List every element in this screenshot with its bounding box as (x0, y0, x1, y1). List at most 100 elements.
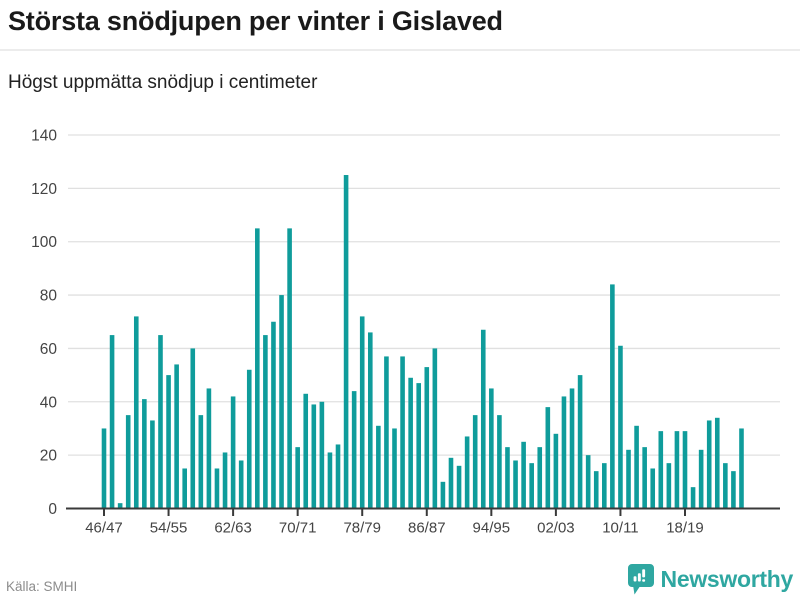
bar (545, 407, 551, 509)
bar (602, 463, 607, 509)
bar (335, 444, 341, 509)
newsworthy-badge-icon (627, 564, 654, 595)
bar (739, 428, 744, 509)
bar (246, 369, 252, 509)
bar (343, 175, 349, 509)
bar (367, 332, 373, 509)
bar (626, 449, 631, 509)
bar (472, 415, 478, 509)
bar (497, 415, 502, 509)
bar (440, 481, 446, 509)
bar (271, 321, 276, 509)
bar (263, 335, 268, 509)
bar (198, 415, 204, 509)
bar (384, 356, 389, 509)
y-axis-label: 40 (40, 394, 58, 411)
x-axis-label: 10/11 (602, 520, 638, 537)
bar (133, 316, 139, 509)
bar (585, 455, 591, 509)
x-axis-label: 86/87 (408, 520, 446, 537)
bar (279, 295, 284, 509)
bar (238, 460, 244, 509)
bar (569, 388, 575, 509)
bar (561, 396, 567, 509)
bar (553, 433, 559, 509)
bar (311, 404, 317, 509)
y-axis-label: 120 (31, 181, 57, 198)
bar (642, 447, 647, 509)
bar (230, 396, 236, 509)
bar (150, 420, 155, 509)
x-axis-label: 94/95 (473, 520, 511, 537)
y-axis-label: 140 (31, 128, 57, 145)
bar (327, 452, 333, 509)
bar (698, 449, 704, 509)
bar (529, 463, 534, 509)
x-axis-label: 54/55 (150, 520, 188, 537)
bar (359, 316, 365, 509)
bar (214, 468, 220, 509)
newsworthy-logo: Newsworthy (627, 564, 794, 595)
bar (351, 391, 357, 509)
bar (618, 345, 623, 509)
bar (464, 436, 470, 509)
x-axis-label: 02/03 (537, 520, 575, 537)
bar (723, 463, 728, 509)
page-title: Största snödjupen per vinter i Gislaved (8, 6, 503, 36)
bar (714, 417, 720, 509)
bar (255, 228, 260, 509)
bar (674, 431, 680, 509)
bar (416, 383, 422, 509)
source-credit: Källa: SMHI (6, 579, 78, 594)
bar (182, 468, 187, 509)
bar (690, 487, 696, 509)
title-divider (0, 49, 800, 51)
y-axis-label: 20 (40, 448, 58, 465)
bar (505, 447, 510, 509)
bar (432, 348, 438, 509)
bar (706, 420, 712, 509)
y-axis-label: 0 (48, 501, 57, 518)
bar (537, 447, 543, 509)
x-axis-label: 70/71 (279, 520, 317, 537)
bar (376, 425, 381, 509)
y-axis-label: 100 (31, 234, 57, 251)
bar (166, 375, 171, 509)
x-axis-label: 18/19 (666, 520, 704, 537)
bar (650, 468, 656, 509)
y-axis-label: 80 (40, 288, 58, 305)
bar (480, 329, 486, 509)
bar (448, 457, 454, 509)
bar (101, 428, 107, 509)
bar (109, 335, 115, 509)
bar (142, 399, 147, 509)
bar (666, 463, 672, 509)
bar (489, 388, 494, 509)
bar (174, 364, 179, 509)
bar (222, 452, 228, 509)
bar (190, 348, 196, 509)
newsworthy-wordmark: Newsworthy (660, 566, 794, 592)
bar (125, 415, 131, 509)
y-axis-label: 60 (40, 341, 58, 358)
bar (593, 471, 599, 509)
bar (303, 393, 309, 509)
bar (319, 401, 325, 509)
bar (295, 447, 300, 509)
bar (658, 431, 664, 509)
bar (521, 441, 526, 509)
bar (408, 377, 413, 509)
x-axis-label: 46/47 (85, 520, 123, 537)
chart-subtitle: Högst uppmätta snödjup i centimeter (8, 72, 318, 93)
bar (287, 228, 292, 509)
bar (158, 335, 163, 509)
bar (392, 428, 397, 509)
bar (634, 425, 639, 509)
bar (424, 367, 430, 509)
bar (513, 460, 518, 509)
bar (682, 431, 688, 509)
x-axis-label: 78/79 (343, 520, 381, 537)
x-axis-label: 62/63 (214, 520, 252, 537)
bar (400, 356, 405, 509)
